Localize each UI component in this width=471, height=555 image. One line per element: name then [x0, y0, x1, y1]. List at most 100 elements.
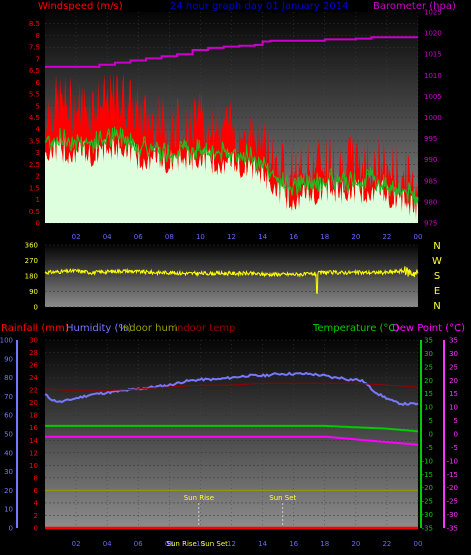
direction-tick-label: 0 — [34, 304, 38, 312]
top-x-tick-label: 00 — [414, 233, 423, 241]
rainfall-tick-label: 0 — [34, 525, 38, 533]
barometer-tick-label: 1015 — [424, 51, 442, 59]
bottom-x-tick-label: 12 — [227, 540, 236, 548]
top-x-tick-label: 14 — [258, 233, 267, 241]
windspeed-tick-label: 7.5 — [29, 44, 40, 52]
top-x-tick-label: 22 — [382, 233, 391, 241]
wind-average-line — [44, 130, 419, 203]
humidity-tick-label: 40 — [4, 449, 13, 457]
top-x-tick-label: 18 — [320, 233, 329, 241]
sun-set-label: Sun Set — [269, 494, 296, 502]
bottom-x-tick-label: 20 — [351, 540, 360, 548]
bottom-x-tick-label: 08 — [165, 540, 174, 548]
temperature-tick-label: -25 — [422, 498, 433, 506]
dewpoint-tick-label: -30 — [447, 511, 458, 519]
windspeed-axis-title: Windspeed (m/s) — [38, 1, 123, 12]
top-x-tick-label: 16 — [289, 233, 298, 241]
compass-label: E — [434, 286, 440, 297]
rainfall-tick-label: 10 — [29, 462, 38, 470]
rainfall-tick-label: 6 — [34, 487, 39, 495]
temperature-tick-label: -20 — [422, 484, 433, 492]
rainfall-tick-label: 28 — [29, 349, 38, 357]
humidity-tick-label: 100 — [0, 337, 13, 345]
temperature-tick-label: 35 — [424, 337, 433, 345]
barometer-tick-label: 990 — [424, 156, 437, 164]
windspeed-tick-label: 5.5 — [29, 91, 40, 99]
windspeed-tick-label: 1.5 — [29, 184, 40, 192]
windspeed-tick-label: 0 — [36, 220, 40, 228]
windspeed-tick-label: 6.5 — [29, 67, 40, 75]
top-x-tick-label: 06 — [134, 233, 143, 241]
barometer-tick-label: 985 — [424, 177, 437, 185]
rainfall-tick-label: 14 — [29, 437, 38, 445]
bottom-x-tick-label: 00 — [414, 540, 423, 548]
windspeed-tick-label: 3.5 — [29, 137, 40, 145]
dewpoint-tick-label: 20 — [449, 377, 458, 385]
temperature-tick-label: 25 — [424, 363, 433, 371]
temperature-tick-label: 15 — [424, 390, 433, 398]
dewpoint-tick-label: -25 — [447, 498, 458, 506]
rainfall-tick-label: 16 — [29, 424, 38, 432]
barometer-tick-label: 1005 — [424, 93, 442, 101]
windspeed-tick-label: 8.5 — [29, 20, 40, 28]
rainfall-tick-label: 18 — [29, 412, 38, 420]
windspeed-tick-label: 4 — [36, 126, 41, 134]
legend-humidity: Humidity (%) — [66, 323, 132, 334]
compass-label: W — [432, 256, 442, 267]
temperature-tick-label: 30 — [424, 350, 433, 358]
temperature-tick-label: -15 — [422, 471, 433, 479]
chart-title: 24 hour graph day 01 January 2014 — [170, 1, 348, 12]
top-x-tick-label: 08 — [165, 233, 174, 241]
barometer-tick-label: 980 — [424, 198, 437, 206]
temperature-tick-label: -5 — [426, 444, 433, 452]
dewpoint-tick-label: -10 — [447, 457, 458, 465]
direction-tick-label: 90 — [29, 288, 38, 296]
rainfall-tick-label: 24 — [29, 374, 38, 382]
barometer-line — [45, 36, 418, 68]
humidity-tick-label: 10 — [4, 506, 13, 514]
temperature-tick-label: -10 — [422, 457, 433, 465]
bottom-x-tick-label: 06 — [134, 540, 143, 548]
temperature-tick-label: 5 — [429, 417, 433, 425]
barometer-tick-label: 1025 — [424, 9, 442, 17]
temperature-tick-label: -30 — [422, 511, 433, 519]
dew-point-line — [45, 435, 419, 446]
humidity-tick-label: 0 — [9, 525, 13, 533]
dewpoint-tick-label: 25 — [449, 363, 458, 371]
legend-temperature: Temperature (°C) — [312, 323, 399, 334]
top-x-tick-label: 12 — [227, 233, 236, 241]
legend-rainfall: Rainfall (mm) — [1, 323, 69, 334]
dewpoint-tick-label: 10 — [449, 404, 458, 412]
top-x-tick-label: 10 — [196, 233, 205, 241]
humidity-line — [44, 371, 419, 407]
rainfall-tick-label: 4 — [34, 499, 39, 507]
compass-label: N — [433, 241, 440, 252]
rainfall-tick-label: 22 — [29, 387, 38, 395]
indoor-humidity-line — [44, 382, 419, 392]
rainfall-tick-label: 8 — [34, 474, 38, 482]
dewpoint-tick-label: 30 — [449, 350, 458, 358]
dewpoint-tick-label: -5 — [451, 444, 458, 452]
temperature-tick-label: 0 — [429, 431, 433, 439]
rainfall-tick-label: 20 — [29, 399, 38, 407]
bottom-x-tick-label: 02 — [72, 540, 81, 548]
wind-direction-line — [44, 266, 419, 294]
windspeed-tick-label: 5 — [36, 102, 40, 110]
windspeed-tick-label: 2.5 — [29, 161, 40, 169]
temperature-tick-label: -35 — [422, 525, 433, 533]
rainfall-tick-label: 12 — [29, 449, 38, 457]
humidity-tick-label: 50 — [4, 431, 13, 439]
compass-label: N — [433, 301, 440, 312]
windspeed-tick-label: 8 — [36, 32, 40, 40]
top-x-tick-label: 20 — [351, 233, 360, 241]
windspeed-tick-label: 6 — [36, 79, 41, 87]
compass-label: S — [434, 271, 440, 282]
humidity-tick-label: 80 — [4, 374, 13, 382]
direction-tick-label: 180 — [25, 273, 38, 281]
barometer-tick-label: 975 — [424, 220, 437, 228]
rainfall-tick-label: 26 — [29, 362, 38, 370]
bottom-x-tick-label: 16 — [289, 540, 298, 548]
direction-tick-label: 360 — [25, 242, 38, 250]
wind-direction-plot-area — [45, 245, 418, 307]
